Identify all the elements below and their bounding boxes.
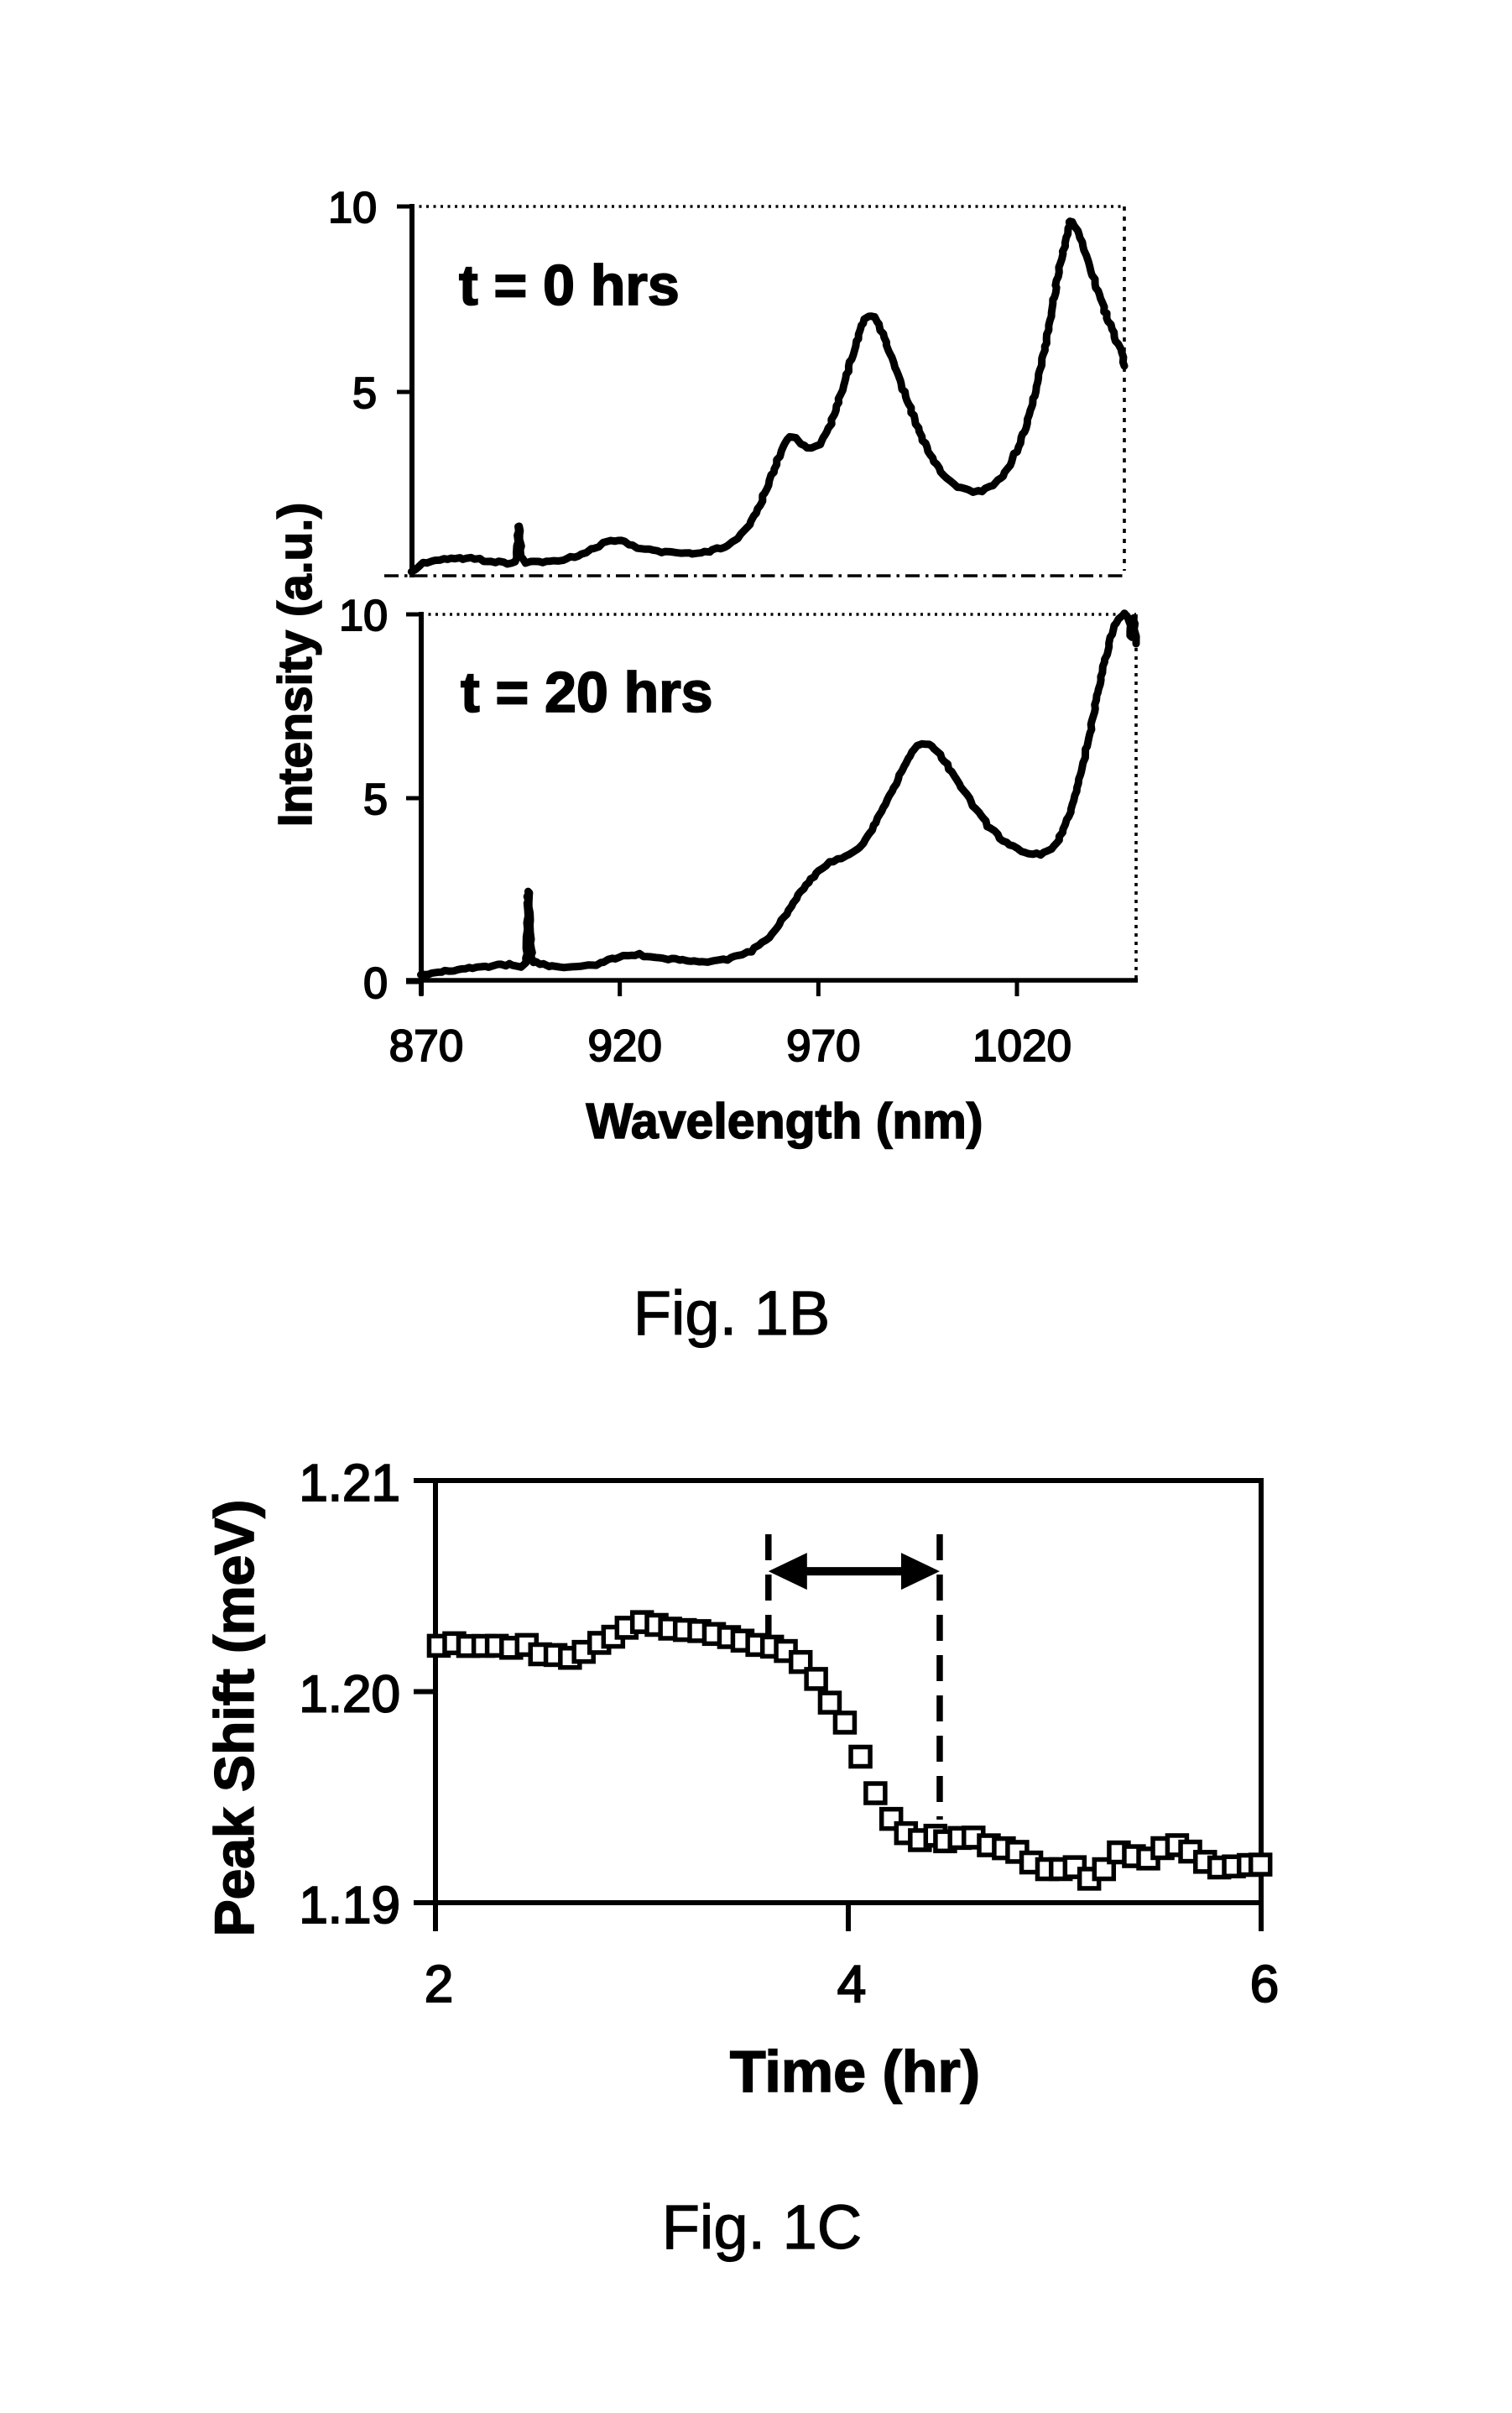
scatter-point-square — [832, 1711, 858, 1735]
fig1c-xtick-label: 6 — [1250, 1956, 1279, 2013]
spectrum-curve-t20hrs — [417, 609, 1140, 979]
fig1b-top-panel: 10 5 t = 0 hrs — [327, 183, 1129, 577]
fig1b-caption: Fig. 1B — [633, 1278, 830, 1348]
fig1b-bottom-ytick-label: 10 — [339, 592, 388, 640]
fig1b-x-axis-title: Wavelength (nm) — [586, 1094, 983, 1149]
fig1c-xtick-label: 4 — [837, 1956, 866, 2013]
fig1c-scatter-markers — [426, 1610, 1273, 1891]
fig1c-ytick-label: 1.20 — [299, 1666, 400, 1724]
fig1c-y-axis-title: Peak Shift (meV) — [203, 1500, 265, 1937]
fig1b-bottom-ytick-group: 10 5 0 — [338, 591, 421, 1009]
fig1b-bottom-ytick-label: 0 — [363, 959, 388, 1008]
fig1b-top-ytick-label: 5 — [352, 369, 377, 418]
fig1b-bottom-panel: 10 5 0 870 920 970 1020 t = 20 hrs — [338, 591, 1140, 1072]
fig1b-top-ytick-group: 10 5 — [327, 183, 412, 419]
fig1c-ytick-group: 1.21 1.20 1.19 — [298, 1454, 435, 1935]
spectrum-curve-t0hrs — [407, 217, 1129, 576]
fig1c-caption: Fig. 1C — [662, 2192, 863, 2262]
arrow-head-right — [900, 1553, 940, 1590]
scatter-point-square — [848, 1744, 873, 1769]
fig1b-xtick-label: 870 — [389, 1021, 463, 1071]
fig1c-frame — [433, 1478, 1264, 1905]
fig1c-ytick-label: 1.19 — [299, 1877, 400, 1935]
fig1c-xtick-group: 2 4 6 — [424, 1903, 1280, 2014]
fig1b-xtick-label: 970 — [786, 1021, 860, 1071]
scatter-point-square — [1092, 1857, 1117, 1882]
fig1b-top-ytick-label: 10 — [328, 184, 377, 232]
fig1b-bottom-xtick-group: 870 920 970 1020 — [388, 980, 1072, 1072]
fig1c-double-arrow — [768, 1553, 940, 1590]
arrow-head-left — [768, 1553, 807, 1590]
fig1c-ytick-label: 1.21 — [299, 1455, 400, 1512]
fig1c-panel: 1.21 1.20 1.19 2 4 6 — [298, 1454, 1280, 2014]
scatter-point-square — [1248, 1852, 1273, 1877]
fig1b-bottom-annotation: t = 20 hrs — [461, 661, 713, 724]
fig1b-xtick-label: 1020 — [972, 1021, 1071, 1071]
fig1b-bottom-ytick-label: 5 — [363, 776, 388, 824]
scatter-point-square — [817, 1690, 842, 1715]
scatter-point-square — [788, 1649, 813, 1674]
fig1b-top-annotation: t = 0 hrs — [459, 253, 680, 317]
fig1b-y-axis-title: Intensity (a.u.) — [269, 503, 322, 827]
scatter-point-square — [863, 1781, 888, 1805]
fig1c-x-axis-title: Time (hr) — [730, 2039, 980, 2104]
fig1b-xtick-label: 920 — [587, 1021, 661, 1071]
fig1c-xtick-label: 2 — [425, 1956, 453, 2013]
fig1c-dashed-vlines — [765, 1534, 943, 1820]
scatter-point-square — [804, 1667, 828, 1691]
